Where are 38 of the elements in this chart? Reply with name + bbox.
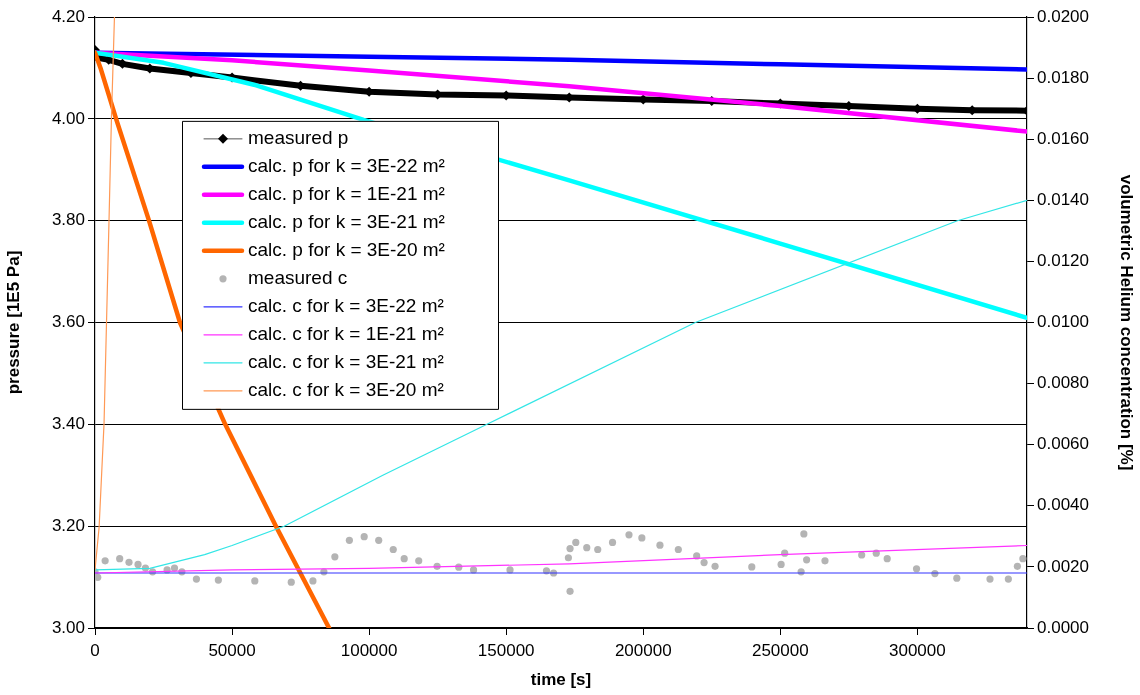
y2-tick-label: 0.0000 <box>1037 617 1089 637</box>
y2-tick-label: 0.0020 <box>1037 556 1089 576</box>
x-axis-title: time [s] <box>530 670 592 690</box>
y2-axis-title: volumetric Helium concentration [%] <box>1117 174 1137 471</box>
y-tick-label: 3.60 <box>51 312 85 332</box>
legend-label: calc. p for k = 3E-20 m² <box>248 239 445 261</box>
x-tick-label: 200000 <box>614 640 672 660</box>
y2-tick-label: 0.0080 <box>1037 373 1089 393</box>
y-tick-label: 3.40 <box>51 414 85 434</box>
y2-tick-label: 0.0180 <box>1037 67 1089 87</box>
y2-tick-label: 0.0200 <box>1037 6 1089 26</box>
y-tick-label: 4.00 <box>51 108 85 128</box>
legend-label: calc. c for k = 3E-21 m² <box>248 351 444 373</box>
y-tick-label: 3.00 <box>51 617 85 637</box>
legend-label: measured p <box>248 127 349 149</box>
x-tick-label: 250000 <box>751 640 809 660</box>
legend-label: calc. p for k = 1E-21 m² <box>248 183 445 205</box>
y-axis-title: pressure [1E5 Pa] <box>3 250 23 395</box>
legend-label: calc. c for k = 3E-22 m² <box>248 295 444 317</box>
y2-tick-label: 0.0040 <box>1037 495 1089 515</box>
legend-label: measured c <box>248 267 348 289</box>
y2-tick-label: 0.0060 <box>1037 434 1089 454</box>
y2-tick-label: 0.0140 <box>1037 189 1089 209</box>
y-tick-label: 4.20 <box>51 6 85 26</box>
x-tick-label: 0 <box>90 640 100 660</box>
legend-label: calc. c for k = 3E-20 m² <box>248 379 444 401</box>
legend-label: calc. p for k = 3E-22 m² <box>248 155 445 177</box>
x-tick-label: 300000 <box>888 640 946 660</box>
y2-tick-label: 0.0100 <box>1037 312 1089 332</box>
x-tick-label: 50000 <box>208 640 256 660</box>
y-tick-label: 3.20 <box>51 515 85 535</box>
legend-label: calc. c for k = 1E-21 m² <box>248 323 444 345</box>
x-tick-label: 150000 <box>477 640 535 660</box>
y-tick-label: 3.80 <box>51 210 85 230</box>
legend-label: calc. p for k = 3E-21 m² <box>248 211 445 233</box>
y2-tick-label: 0.0160 <box>1037 128 1089 148</box>
x-tick-label: 100000 <box>340 640 398 660</box>
y2-tick-label: 0.0120 <box>1037 251 1089 271</box>
